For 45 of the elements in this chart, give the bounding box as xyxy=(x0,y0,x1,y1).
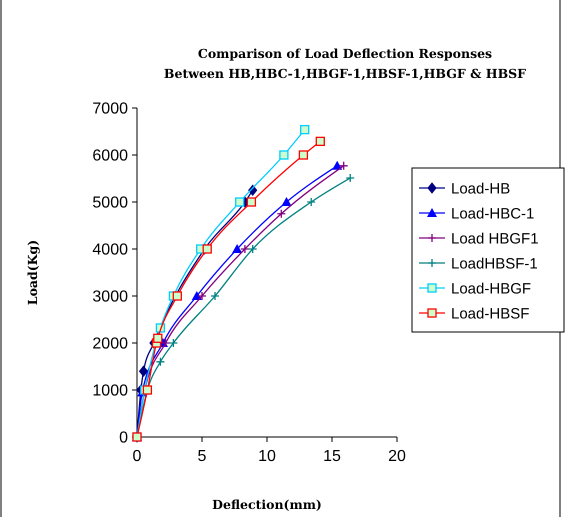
point xyxy=(168,338,178,348)
x-tick-label: 20 xyxy=(388,448,406,465)
y-tick-label: 7000 xyxy=(92,100,128,118)
x-tick-label: 15 xyxy=(323,448,341,465)
x-tick-label: 0 xyxy=(132,448,142,465)
point xyxy=(139,366,148,377)
y-tick-label: 5000 xyxy=(92,194,128,212)
y-tick-label: 0 xyxy=(119,430,128,447)
y-axis-title: Load(Kg) xyxy=(25,240,40,306)
point xyxy=(316,136,325,146)
x-tick-label: 10 xyxy=(258,448,276,465)
legend-label: Load-HBGF xyxy=(451,280,532,298)
point xyxy=(210,291,220,301)
point xyxy=(240,244,250,254)
point xyxy=(246,197,256,207)
point xyxy=(156,357,166,366)
x-tick-label: 5 xyxy=(198,448,207,465)
point xyxy=(232,244,242,253)
point xyxy=(282,197,292,206)
y-tick-label: 3000 xyxy=(92,288,128,306)
point xyxy=(300,124,310,134)
y-tick-label: 2000 xyxy=(92,336,128,353)
point xyxy=(172,291,182,301)
legend-label: Load HBGF1 xyxy=(451,230,539,248)
legend-label: LoadHBSF-1 xyxy=(451,255,538,272)
y-tick-label: 1000 xyxy=(92,382,128,400)
point xyxy=(202,244,212,254)
point xyxy=(160,338,170,348)
point xyxy=(346,173,355,183)
legend-label: Load-HBC-1 xyxy=(451,205,534,222)
point xyxy=(197,291,207,301)
point xyxy=(153,334,162,343)
legend-label: Load-HB xyxy=(451,180,510,198)
chart-title: Comparison of Load Deflection Responses Between HB,HBC-1,HBGF-1,HBSF-1,HBGF & HBSF xyxy=(164,46,526,81)
legend-label: Load-HBSF xyxy=(451,305,530,322)
y-tick-label: 4000 xyxy=(92,242,128,259)
point xyxy=(306,197,316,207)
point xyxy=(235,197,244,207)
y-tick-label: 6000 xyxy=(92,148,128,165)
point xyxy=(339,161,348,170)
point xyxy=(279,150,289,160)
x-axis-title: Deflection(mm) xyxy=(212,497,322,512)
point xyxy=(298,150,308,160)
point xyxy=(248,244,258,254)
point xyxy=(276,209,286,218)
